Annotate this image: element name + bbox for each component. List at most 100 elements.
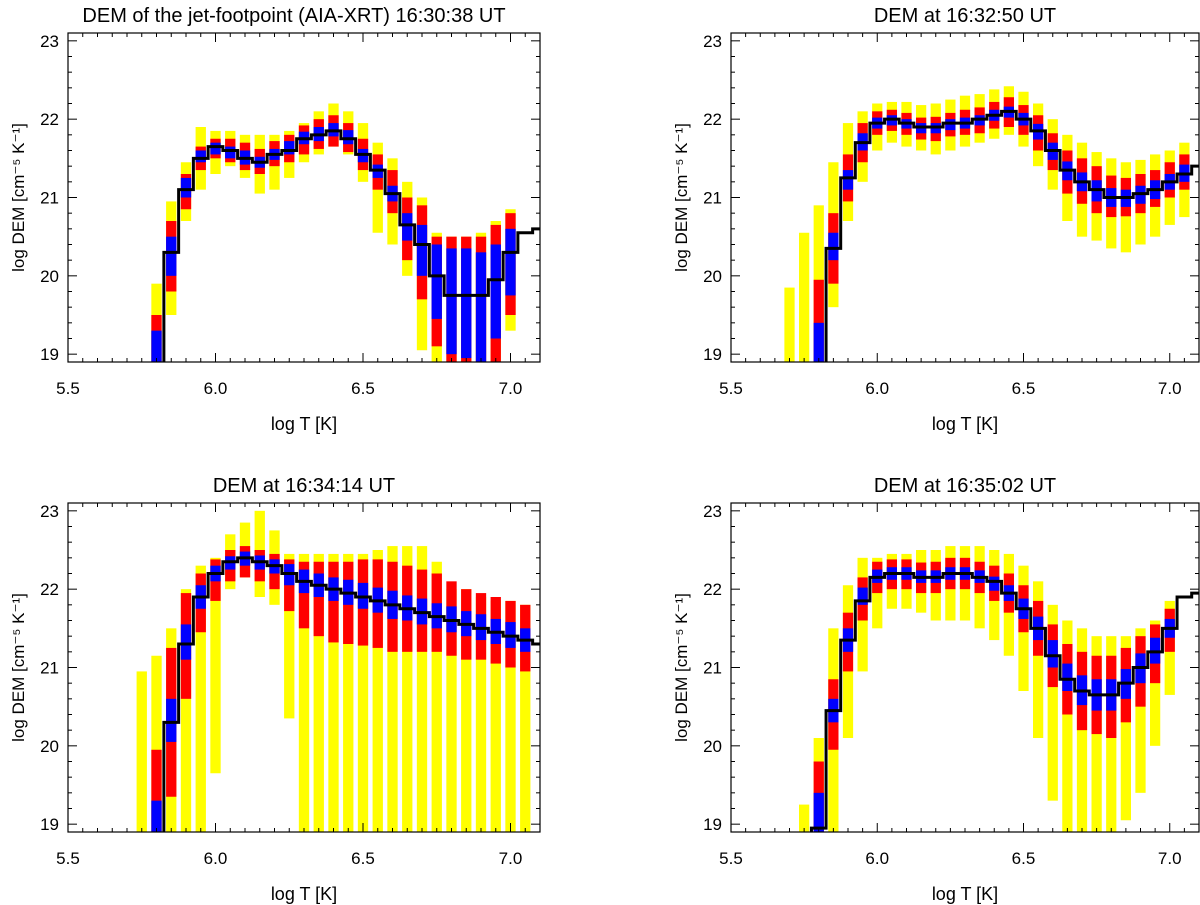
y-tick-label: 23 [703,32,722,51]
uncertainty-inner-bar [1062,663,1073,691]
y-tick-label: 21 [703,659,722,678]
uncertainty-inner-bar [151,330,162,362]
dem-step-line [162,129,540,362]
uncertainty-outer-bar [136,671,147,832]
uncertainty-outer-bar [461,589,472,832]
dem-panel-4: 5.5 6.0 6.5 7.0 19 20 21 22 23 DEM at 16:35:02 UT… [672,475,1200,904]
y-tick-label: 19 [40,345,59,364]
x-axis-label: log T [K] [932,884,998,904]
y-tick-label: 19 [703,345,722,364]
y-tick-label: 19 [40,815,59,834]
y-tick-label: 20 [40,737,59,756]
uncertainty-outer-bar [387,546,398,832]
uncertainty-inner-bar [857,587,868,605]
x-tick-label: 6.0 [865,379,889,398]
uncertainty-inner-bar [842,170,854,190]
uncertainty-outer-bar [1033,581,1044,738]
x-tick-label: 7.0 [1158,379,1182,398]
uncertainty-inner-bar [195,150,206,163]
uncertainty-outer-bar [1135,628,1146,793]
x-tick-label: 6.5 [351,379,375,398]
x-tick-label: 6.5 [1012,849,1036,868]
uncertainty-outer-bar [1062,620,1073,832]
y-tick-label: 20 [703,737,722,756]
uncertainty-inner-bar [166,236,177,276]
x-tick-label: 5.5 [719,379,743,398]
y-tick-label: 22 [703,110,722,129]
chart-title: DEM of the jet-footpoint (AIA-XRT) 16:30… [82,5,505,27]
uncertainty-inner-bar [180,177,192,198]
uncertainty-outer-bar [505,600,516,832]
uncertainty-inner-bar [446,248,457,355]
uncertainty-inner-bar [475,252,487,362]
x-tick-label: 5.5 [56,379,80,398]
uncertainty-mid-bar [813,279,824,362]
uncertainty-outer-bar [446,589,457,832]
uncertainty-inner-bar [180,624,192,660]
dem-panel-1: 5.5 6.0 6.5 7.0 19 20 21 22 23 DEM of the jet-foo… [9,5,541,434]
uncertainty-inner-bar [1047,640,1058,668]
uncertainty-outer-bar [210,557,221,774]
uncertainty-outer-bar [1091,636,1102,832]
uncertainty-outer-bar [1047,604,1058,801]
uncertainty-outer-bar [475,597,487,832]
dem-step-line [809,572,1199,832]
chart-title: DEM at 16:34:14 UT [213,475,395,497]
x-tick-label: 7.0 [1158,849,1182,868]
uncertainty-outer-bar [298,553,310,832]
uncertainty-inner-bar [431,244,442,319]
uncertainty-inner-bar [166,698,177,742]
y-tick-label: 21 [40,659,59,678]
y-tick-label: 22 [40,110,59,129]
uncertainty-mid-bar [313,561,324,637]
dem-step-line [824,109,1199,362]
y-tick-label: 22 [703,580,722,599]
uncertainty-outer-bar [284,553,295,719]
y-tick-label: 21 [40,189,59,208]
plot-area [784,86,1199,362]
x-axis-label: log T [K] [271,414,337,434]
uncertainty-inner-bar [225,146,236,159]
uncertainty-outer-bar [784,287,795,362]
uncertainty-inner-bar [210,142,221,155]
uncertainty-mid-bar [151,749,162,832]
uncertainty-outer-bar [799,232,810,362]
x-tick-label: 6.0 [204,849,228,868]
y-axis-label: log DEM [cm⁻⁵ K⁻¹] [9,593,28,742]
y-axis-label: log DEM [cm⁻⁵ K⁻¹] [9,123,28,272]
uncertainty-outer-bar [357,553,369,832]
x-tick-label: 7.0 [499,849,523,868]
uncertainty-inner-bar [402,213,413,241]
uncertainty-outer-bar [490,600,501,832]
chart-title: DEM at 16:35:02 UT [874,475,1056,497]
uncertainty-inner-bar [989,576,1000,591]
uncertainty-inner-bar [284,141,295,155]
uncertainty-outer-bar [1120,636,1131,821]
uncertainty-outer-bar [416,546,428,832]
uncertainty-outer-bar [402,546,413,832]
x-tick-label: 6.5 [1012,379,1036,398]
uncertainty-outer-bar [343,553,354,832]
uncertainty-outer-bar [313,553,324,832]
uncertainty-inner-bar [461,248,472,359]
uncertainty-outer-bar [520,604,531,832]
x-tick-label: 6.0 [865,849,889,868]
uncertainty-mid-bar [298,561,310,629]
uncertainty-outer-bar [151,655,162,832]
uncertainty-inner-bar [343,130,354,145]
plot-area [136,510,540,832]
y-tick-label: 23 [40,502,59,521]
plot-area [151,103,540,362]
x-axis-label: log T [K] [271,884,337,904]
x-tick-label: 5.5 [56,849,80,868]
uncertainty-outer-bar [799,804,810,832]
y-tick-label: 21 [703,189,722,208]
uncertainty-outer-bar [195,565,206,832]
y-tick-label: 19 [703,815,722,834]
x-tick-label: 6.0 [204,379,228,398]
uncertainty-outer-bar [328,553,339,832]
uncertainty-inner-bar [813,322,824,362]
plot-area [799,546,1199,832]
y-axis-label: log DEM [cm⁻⁵ K⁻¹] [672,593,691,742]
